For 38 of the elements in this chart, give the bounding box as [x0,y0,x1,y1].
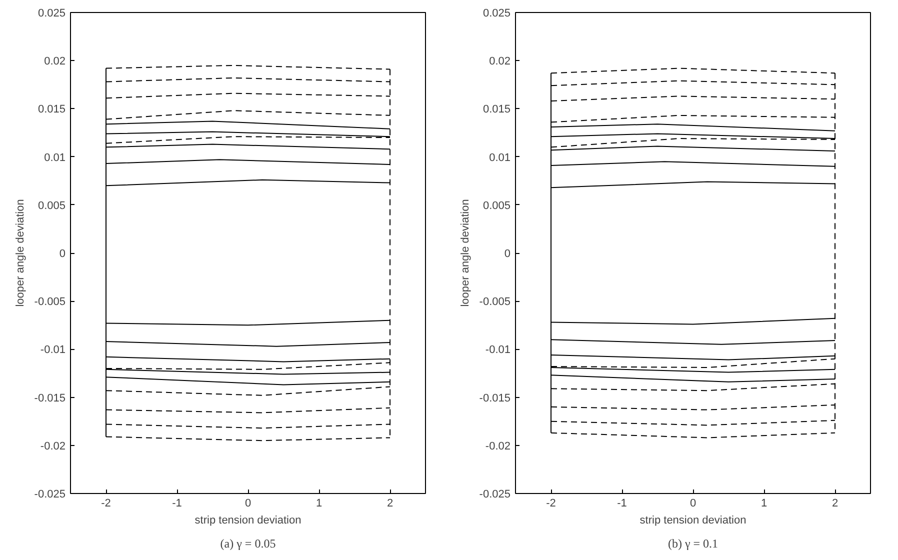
y-tick-label: 0.02 [489,56,511,68]
x-tick-label: -1 [172,498,182,510]
y-tick-label: 0 [59,248,66,260]
y-tick-label: -0.015 [34,392,66,404]
x-tick-label: -1 [617,498,627,510]
x-tick-label: -2 [101,498,111,510]
x-tick-label: 0 [690,498,696,510]
y-tick-label: -0.005 [34,296,66,308]
y-tick-label: -0.02 [485,440,511,452]
text: (a) γ = 0.05 [220,536,276,550]
x-tick-label: 1 [316,498,322,510]
x-tick-label: 2 [386,498,394,510]
text: (b) γ = 0.1 [668,536,718,550]
y-tick-label: 0.025 [38,8,66,20]
y-tick-label: 0.02 [44,56,66,68]
x-axis-title: strip tension deviation [194,514,302,526]
x-tick-label: 1 [760,498,768,510]
y-tick-label: 0.015 [482,104,511,116]
y-tick-label: 0 [504,248,511,260]
y-tick-label: -0.01 [40,344,66,356]
x-axis-title: strip tension deviation [640,514,746,526]
y-tick-label: -0.015 [479,392,511,404]
y-tick-label: 0.025 [482,8,511,20]
x-tick-label: 2 [832,498,838,510]
y-tick-label: -0.025 [34,488,66,500]
y-tick-label: 0.005 [482,200,511,212]
y-tick-label: -0.005 [479,296,511,308]
x-tick-label: 0 [244,498,252,510]
y-tick-label: 0.005 [38,200,66,212]
x-tick-label: -2 [546,498,556,510]
y-tick-label: 0.01 [44,152,66,164]
y-axis-title: looper angle deviation [459,199,472,307]
y-tick-label: -0.025 [479,488,511,500]
y-tick-label: 0.01 [489,152,511,164]
y-tick-label: -0.01 [485,344,511,356]
y-tick-label: 0.015 [38,104,66,116]
y-tick-label: -0.02 [40,440,66,452]
y-axis-title: looper angle deviation [14,199,26,307]
